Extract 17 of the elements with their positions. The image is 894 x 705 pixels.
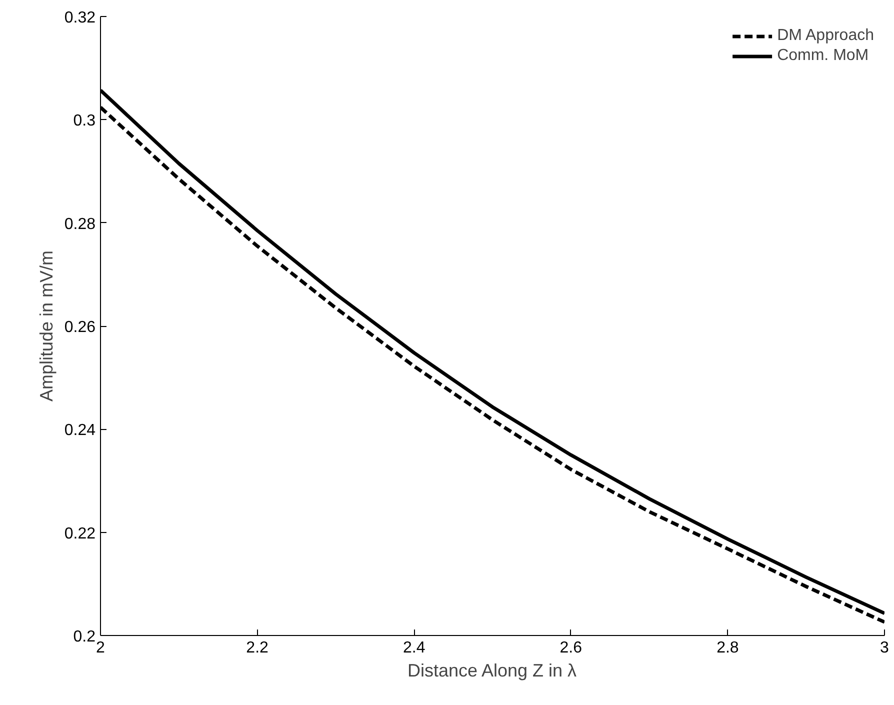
x-tick-label: 2.6 xyxy=(560,640,582,656)
x-tick-label: 3 xyxy=(880,640,890,656)
legend-label: DM Approach xyxy=(777,27,874,45)
x-tick-label: 2.2 xyxy=(246,640,269,656)
y-tick-label: 0.26 xyxy=(64,319,96,336)
legend-label: Comm. MoM xyxy=(777,47,869,65)
x-tick-label: 2 xyxy=(96,640,106,656)
y-tick-label: 0.32 xyxy=(64,10,96,26)
x-tick-label: 2.8 xyxy=(716,640,739,656)
x-axis-title: Distance Along Z in λ xyxy=(407,660,577,680)
x-tick-label: 2.4 xyxy=(402,640,426,656)
y-tick-label: 0.2 xyxy=(73,628,96,646)
y-tick-label: 0.22 xyxy=(64,525,96,542)
y-tick-label: 0.28 xyxy=(64,216,96,233)
y-tick-label: 0.3 xyxy=(73,112,96,130)
y-tick-label: 0.24 xyxy=(64,422,96,440)
y-axis-title: Amplitude in mV/m xyxy=(36,250,56,402)
